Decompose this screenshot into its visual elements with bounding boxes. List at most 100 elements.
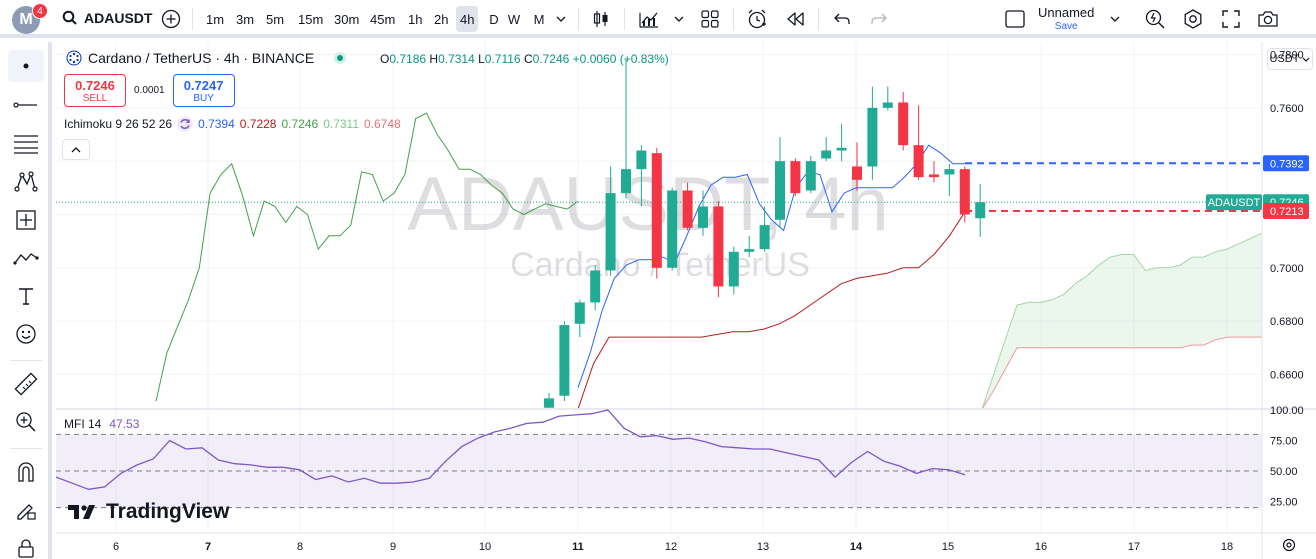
brush-tool[interactable]: [8, 242, 44, 274]
separator: [818, 8, 819, 30]
chart-type-button[interactable]: [589, 0, 613, 38]
buy-button[interactable]: 0.7247 BUY: [172, 74, 235, 107]
timeframe-4h[interactable]: 4h: [456, 6, 479, 32]
magnet-icon: [18, 462, 34, 482]
time-tick-label: 13: [757, 541, 769, 553]
mfi-tick-label: 100.00: [1270, 405, 1304, 417]
quick-search-button[interactable]: [1142, 0, 1168, 38]
camera-icon: [1258, 11, 1278, 27]
lock-icon: [18, 539, 34, 558]
timeframe-1m[interactable]: 1m: [206, 11, 225, 27]
layout-dropdown[interactable]: [1106, 0, 1124, 38]
sell-label: SELL: [82, 93, 108, 104]
grid-icon: [701, 10, 719, 28]
forecast-tool[interactable]: [8, 204, 44, 236]
candle-down: [651, 153, 662, 268]
candle-up: [805, 161, 816, 191]
compare-symbol-button[interactable]: [158, 0, 184, 38]
chevron-down-icon: [674, 16, 684, 22]
timeframe-W[interactable]: W: [507, 11, 521, 27]
templates-button[interactable]: [697, 0, 723, 38]
emoji-tool[interactable]: [8, 318, 44, 350]
sell-button[interactable]: 0.7246 SELL: [64, 74, 126, 107]
candle-up: [728, 251, 739, 287]
text-tool[interactable]: [8, 280, 44, 312]
time-tick-label: 18: [1221, 541, 1233, 553]
timeframe-15m[interactable]: 15m: [298, 11, 324, 27]
indicators-button[interactable]: [636, 0, 662, 38]
candle-up: [821, 150, 832, 159]
mfi-label: MFI 14: [64, 417, 102, 431]
change-value: +0.0060 (+0.83%): [572, 52, 669, 66]
price-tick-label: 0.7800: [1270, 50, 1304, 62]
indicators-dropdown[interactable]: [670, 0, 688, 38]
snapshot-button[interactable]: [1255, 0, 1281, 38]
pattern-tool[interactable]: [8, 166, 44, 198]
settings-button[interactable]: [1180, 0, 1206, 38]
candle-up: [605, 193, 616, 271]
ichimoku-lead-a-line: [981, 232, 1262, 408]
timeframe-2h[interactable]: 2h: [434, 11, 449, 27]
redo-button[interactable]: [866, 0, 892, 38]
candle-up: [867, 107, 878, 167]
tradingview-logo[interactable]: TradingView: [68, 500, 229, 524]
ichimoku-base-value: 0.7228: [239, 117, 277, 131]
mfi-legend[interactable]: MFI 14 47.53: [64, 417, 139, 431]
symbol-description: Cardano / TetherUS · 4h · BINANCE: [88, 50, 315, 66]
candle-up: [590, 270, 601, 303]
timeframe-dropdown[interactable]: [552, 0, 570, 38]
currency-selector[interactable]: USDT: [1267, 48, 1313, 70]
candle-down: [898, 102, 909, 146]
price-axis-tag: [1263, 203, 1309, 220]
price-tick-label: 0.6600: [1270, 369, 1304, 381]
high-value: 0.7314: [438, 52, 475, 66]
axis-settings-icon: [1282, 538, 1296, 552]
undo-button[interactable]: [829, 0, 855, 38]
drawing-toolbar: [0, 42, 52, 559]
alert-button[interactable]: [744, 0, 770, 38]
timeframe-3m[interactable]: 3m: [236, 11, 255, 27]
timeframe-M[interactable]: M: [533, 11, 545, 27]
candle-up: [698, 206, 708, 228]
fib-lines-icon: [14, 135, 38, 154]
ichimoku-label: Ichimoku 9 26 52 26: [64, 117, 173, 131]
price-tick-label: 0.7600: [1270, 103, 1304, 115]
timeframe-45m[interactable]: 45m: [370, 11, 396, 27]
ichimoku-base-line: [577, 211, 966, 408]
cursor-tool[interactable]: [8, 50, 44, 82]
lock-drawings-tool[interactable]: [8, 532, 44, 559]
layout-name-button[interactable]: Unnamed Save: [1038, 6, 1094, 34]
pencil-lock-icon: [17, 504, 36, 520]
zoom-in-icon: [16, 412, 36, 432]
collapse-legend-button[interactable]: [62, 139, 90, 160]
magnet-tool[interactable]: [8, 456, 44, 488]
buy-price: 0.7247: [183, 78, 224, 93]
candle-up: [636, 150, 647, 170]
ruler-tool[interactable]: [8, 368, 44, 400]
trend-line-tool[interactable]: [8, 89, 44, 121]
time-tick-label: 16: [1035, 541, 1047, 553]
timeframe-30m[interactable]: 30m: [334, 11, 360, 27]
time-tick-label: 17: [1128, 541, 1140, 553]
spread-value: 0.0001: [134, 85, 165, 96]
symbol-search-button[interactable]: ADAUSDT: [62, 10, 152, 26]
ichimoku-legend[interactable]: Ichimoku 9 26 52 26 0.7394 0.7228 0.7246…: [64, 116, 401, 132]
timeframe-1h[interactable]: 1h: [408, 11, 423, 27]
candle-up: [574, 302, 585, 324]
timeframe-D[interactable]: D: [489, 11, 499, 27]
time-tick-label: 9: [390, 541, 396, 553]
ichimoku-lead-b-line: [982, 336, 1262, 408]
fullscreen-button[interactable]: [1218, 0, 1244, 38]
fib-tool[interactable]: [8, 128, 44, 160]
timeframe-5m[interactable]: 5m: [266, 11, 285, 27]
stay-in-drawing-mode-tool[interactable]: [8, 494, 44, 526]
symbol-tag-label: ADAUSDT: [1208, 197, 1261, 209]
mfi-tick-label: 50.00: [1270, 466, 1298, 478]
zoom-in-tool[interactable]: [8, 406, 44, 438]
open-value: 0.7186: [389, 52, 427, 66]
replay-button[interactable]: [782, 0, 808, 38]
smiley-icon: [16, 324, 36, 344]
avatar-letter: M: [19, 11, 33, 28]
layout-select-checkbox[interactable]: [1003, 0, 1027, 38]
